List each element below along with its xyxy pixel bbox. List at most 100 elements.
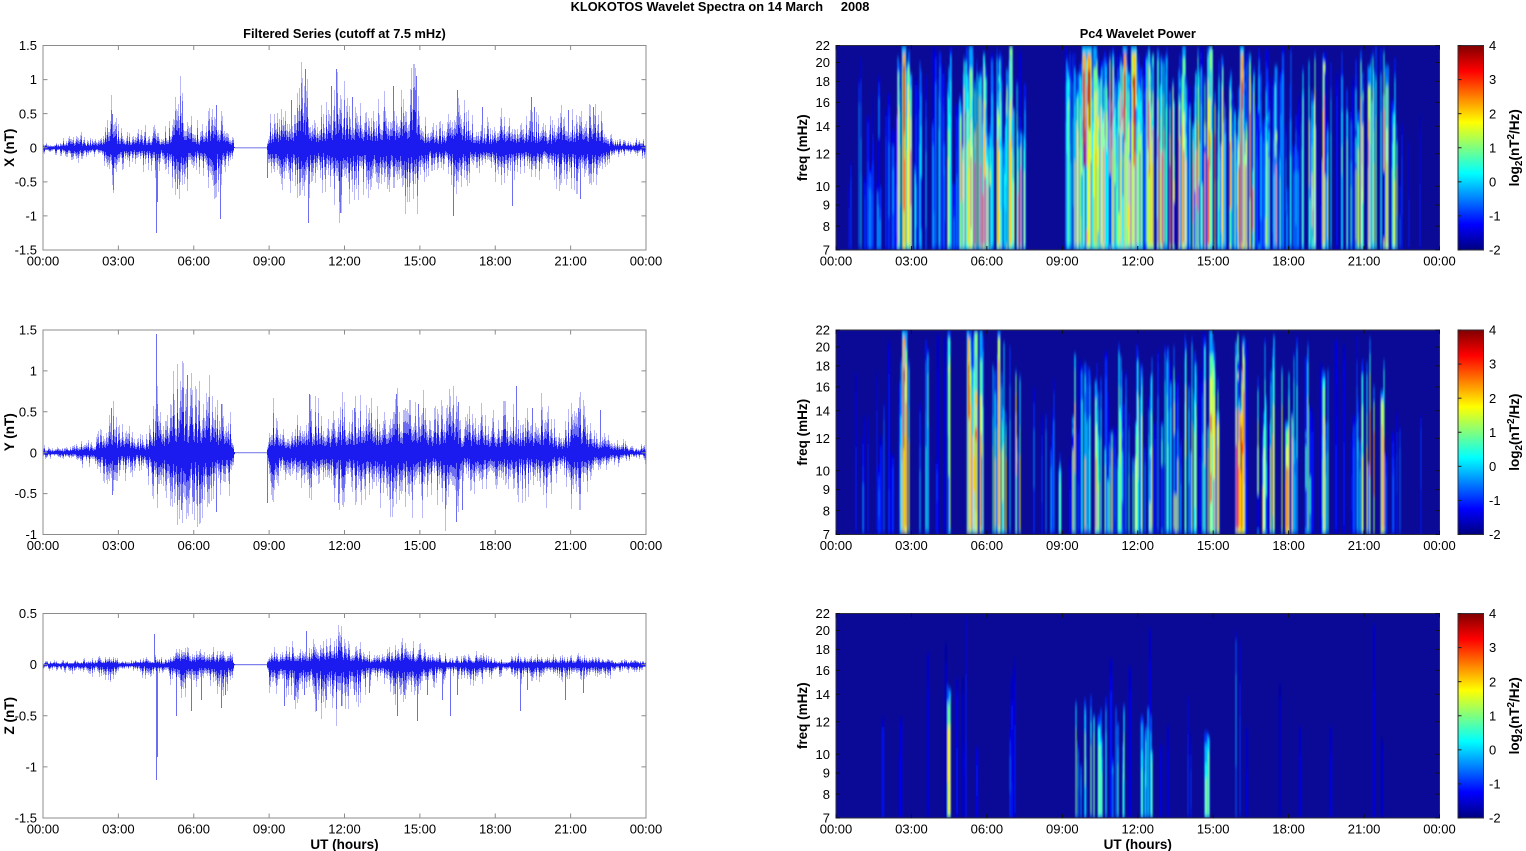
svg-text:18: 18: [816, 74, 830, 89]
svg-text:18:00: 18:00: [1272, 254, 1305, 269]
svg-text:-0.5: -0.5: [15, 174, 37, 189]
svg-text:-1: -1: [25, 527, 37, 542]
svg-text:14: 14: [816, 687, 830, 702]
svg-text:00:00: 00:00: [630, 254, 663, 269]
svg-text:12: 12: [816, 431, 830, 446]
svg-text:0.5: 0.5: [19, 404, 37, 419]
svg-text:0: 0: [1489, 459, 1496, 474]
svg-text:21:00: 21:00: [554, 822, 587, 837]
svg-text:-1.5: -1.5: [15, 811, 37, 826]
svg-text:09:00: 09:00: [1046, 254, 1079, 269]
svg-text:20: 20: [816, 340, 830, 355]
svg-text:18:00: 18:00: [1272, 538, 1305, 553]
svg-text:12:00: 12:00: [328, 538, 361, 553]
svg-text:06:00: 06:00: [177, 822, 210, 837]
svg-text:06:00: 06:00: [971, 254, 1004, 269]
svg-text:00:00: 00:00: [27, 822, 60, 837]
svg-text:21:00: 21:00: [1348, 254, 1381, 269]
svg-text:21:00: 21:00: [1348, 538, 1381, 553]
svg-text:log2(nT2/Hz): log2(nT2/Hz): [1506, 394, 1525, 471]
svg-text:00:00: 00:00: [1423, 538, 1456, 553]
svg-text:1.5: 1.5: [19, 323, 37, 338]
svg-text:3: 3: [1489, 72, 1496, 87]
svg-text:03:00: 03:00: [102, 822, 135, 837]
svg-text:1: 1: [1489, 708, 1496, 723]
svg-text:1: 1: [30, 364, 37, 379]
svg-text:18:00: 18:00: [1272, 822, 1305, 837]
svg-text:09:00: 09:00: [1046, 538, 1079, 553]
svg-text:10: 10: [816, 747, 830, 762]
svg-text:14: 14: [816, 403, 830, 418]
svg-text:00:00: 00:00: [1423, 254, 1456, 269]
svg-text:7: 7: [823, 527, 830, 542]
svg-text:09:00: 09:00: [253, 822, 286, 837]
svg-text:0.5: 0.5: [19, 606, 37, 621]
svg-text:9: 9: [823, 482, 830, 497]
svg-text:00:00: 00:00: [820, 822, 853, 837]
svg-text:X (nT): X (nT): [2, 129, 17, 167]
svg-text:06:00: 06:00: [971, 822, 1004, 837]
svg-text:12:00: 12:00: [1121, 254, 1154, 269]
svg-text:-1: -1: [25, 759, 37, 774]
svg-text:10: 10: [816, 463, 830, 478]
svg-text:12:00: 12:00: [328, 254, 361, 269]
svg-text:12:00: 12:00: [1121, 538, 1154, 553]
svg-text:06:00: 06:00: [177, 254, 210, 269]
svg-text:4: 4: [1489, 606, 1496, 621]
svg-text:03:00: 03:00: [895, 254, 928, 269]
svg-text:03:00: 03:00: [895, 822, 928, 837]
svg-text:-1: -1: [1489, 493, 1501, 508]
svg-text:UT (hours): UT (hours): [310, 837, 378, 851]
svg-text:1: 1: [1489, 425, 1496, 440]
svg-text:freq (mHz): freq (mHz): [795, 399, 810, 466]
svg-text:9: 9: [823, 198, 830, 213]
svg-text:00:00: 00:00: [27, 254, 60, 269]
svg-text:-2: -2: [1489, 243, 1501, 258]
svg-text:0: 0: [30, 657, 37, 672]
svg-text:4: 4: [1489, 323, 1496, 338]
svg-text:09:00: 09:00: [253, 538, 286, 553]
svg-text:4: 4: [1489, 38, 1496, 53]
svg-text:22: 22: [816, 323, 830, 338]
svg-text:06:00: 06:00: [971, 538, 1004, 553]
svg-text:3: 3: [1489, 640, 1496, 655]
svg-text:7: 7: [823, 243, 830, 258]
svg-text:20: 20: [816, 55, 830, 70]
svg-text:22: 22: [816, 38, 830, 53]
svg-text:03:00: 03:00: [102, 538, 135, 553]
svg-text:-0.5: -0.5: [15, 486, 37, 501]
svg-text:Z (nT): Z (nT): [2, 697, 17, 734]
svg-text:UT (hours): UT (hours): [1104, 837, 1172, 851]
svg-text:8: 8: [823, 787, 830, 802]
svg-text:15:00: 15:00: [404, 538, 437, 553]
svg-text:21:00: 21:00: [1348, 822, 1381, 837]
svg-text:00:00: 00:00: [820, 538, 853, 553]
svg-text:7: 7: [823, 811, 830, 826]
svg-text:22: 22: [816, 606, 830, 621]
svg-text:09:00: 09:00: [253, 254, 286, 269]
svg-text:15:00: 15:00: [1197, 254, 1230, 269]
svg-text:15:00: 15:00: [404, 822, 437, 837]
svg-text:12: 12: [816, 714, 830, 729]
svg-text:3: 3: [1489, 357, 1496, 372]
svg-text:18:00: 18:00: [479, 822, 512, 837]
svg-text:16: 16: [816, 95, 830, 110]
svg-text:Y (nT): Y (nT): [2, 413, 17, 451]
svg-text:14: 14: [816, 119, 830, 134]
svg-text:15:00: 15:00: [404, 254, 437, 269]
svg-text:0: 0: [30, 140, 37, 155]
svg-text:00:00: 00:00: [27, 538, 60, 553]
svg-text:18:00: 18:00: [479, 254, 512, 269]
svg-text:freq (mHz): freq (mHz): [795, 114, 810, 181]
svg-text:-1.5: -1.5: [15, 243, 37, 258]
svg-text:-2: -2: [1489, 811, 1501, 826]
svg-text:0: 0: [30, 445, 37, 460]
svg-text:log2(nT2/Hz): log2(nT2/Hz): [1506, 109, 1525, 186]
svg-text:18: 18: [816, 642, 830, 657]
svg-text:21:00: 21:00: [554, 254, 587, 269]
svg-text:12:00: 12:00: [328, 822, 361, 837]
svg-text:15:00: 15:00: [1197, 538, 1230, 553]
svg-text:03:00: 03:00: [895, 538, 928, 553]
svg-text:-0.5: -0.5: [15, 708, 37, 723]
svg-text:1: 1: [30, 72, 37, 87]
